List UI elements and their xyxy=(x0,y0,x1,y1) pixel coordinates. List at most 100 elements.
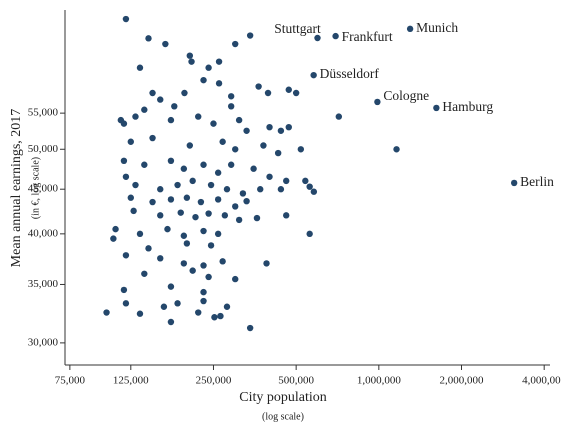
point xyxy=(235,216,243,224)
y-tick-label: 35,000 xyxy=(28,278,59,290)
point xyxy=(132,113,139,120)
point-label: Frankfurt xyxy=(342,29,393,44)
point xyxy=(310,188,318,195)
point xyxy=(250,165,257,172)
x-tick-label: 250,000 xyxy=(196,375,232,387)
point xyxy=(227,161,235,168)
point xyxy=(292,89,300,97)
point xyxy=(157,255,164,262)
point xyxy=(171,103,178,110)
point xyxy=(207,181,215,189)
y-tick-label: 40,000 xyxy=(28,227,59,239)
point xyxy=(243,127,250,134)
x-tick-label: 4,000,000 xyxy=(522,375,561,387)
point xyxy=(174,181,181,189)
point xyxy=(243,197,250,205)
point xyxy=(127,194,134,201)
point xyxy=(120,120,128,127)
point xyxy=(136,64,144,71)
point xyxy=(306,230,313,238)
y-axis-note: (in €, log scale) xyxy=(30,157,41,219)
point xyxy=(253,214,261,222)
point xyxy=(141,161,148,168)
point xyxy=(246,324,254,332)
point xyxy=(167,116,175,124)
point xyxy=(205,273,212,281)
point xyxy=(157,212,164,219)
point xyxy=(197,198,205,206)
point xyxy=(122,15,130,23)
x-tick-label: 1,000,000 xyxy=(357,375,402,387)
point xyxy=(127,138,134,145)
point xyxy=(149,198,156,206)
point xyxy=(335,113,343,120)
point xyxy=(200,227,207,235)
point xyxy=(186,52,194,59)
point xyxy=(223,303,231,310)
y-tick-label: 50,000 xyxy=(28,143,59,155)
point xyxy=(217,312,224,320)
point xyxy=(297,146,305,153)
point xyxy=(112,225,119,233)
point xyxy=(227,103,235,110)
point xyxy=(174,300,181,307)
point xyxy=(232,146,239,153)
labeled-point xyxy=(433,104,440,112)
point xyxy=(183,194,191,201)
point-label: Stuttgart xyxy=(274,21,321,36)
x-tick-label: 125,000 xyxy=(113,375,149,387)
point xyxy=(167,196,175,203)
point xyxy=(189,267,196,274)
labeled-point xyxy=(310,71,317,79)
point xyxy=(186,142,194,149)
point xyxy=(200,161,207,168)
point xyxy=(205,210,212,217)
point-label: Munich xyxy=(416,20,458,35)
labeled-point xyxy=(374,98,381,106)
point xyxy=(205,64,212,71)
point xyxy=(103,309,110,316)
point xyxy=(181,89,188,97)
point xyxy=(180,165,188,172)
point xyxy=(122,173,130,180)
point-label: Berlin xyxy=(520,174,554,189)
point xyxy=(132,181,139,189)
point xyxy=(188,58,195,65)
point xyxy=(219,258,226,265)
point xyxy=(157,186,164,193)
point xyxy=(266,173,273,180)
labeled-point xyxy=(314,34,321,42)
point xyxy=(180,232,188,239)
point xyxy=(200,288,207,296)
x-tick-label: 500,000 xyxy=(278,375,314,387)
point xyxy=(180,260,188,267)
point xyxy=(141,270,148,277)
point-label: Hamburg xyxy=(442,99,493,114)
point xyxy=(141,106,148,113)
point xyxy=(130,207,137,215)
point xyxy=(200,297,207,305)
y-tick-label: 45,000 xyxy=(28,183,59,195)
point xyxy=(263,260,270,267)
point xyxy=(215,58,223,65)
point xyxy=(232,40,239,48)
point xyxy=(110,235,117,242)
point xyxy=(239,190,247,197)
point xyxy=(120,157,128,165)
point xyxy=(167,318,175,326)
point xyxy=(232,275,239,283)
x-axis-label: City population xyxy=(239,390,327,405)
point-label: Düsseldorf xyxy=(320,66,380,81)
point xyxy=(136,310,144,317)
point xyxy=(255,83,262,90)
point xyxy=(195,309,202,316)
point xyxy=(277,186,285,193)
labeled-point xyxy=(406,25,414,33)
point xyxy=(214,196,222,203)
point xyxy=(266,123,273,131)
point xyxy=(200,262,207,269)
point xyxy=(264,89,272,97)
point xyxy=(235,116,243,124)
point xyxy=(207,242,215,249)
